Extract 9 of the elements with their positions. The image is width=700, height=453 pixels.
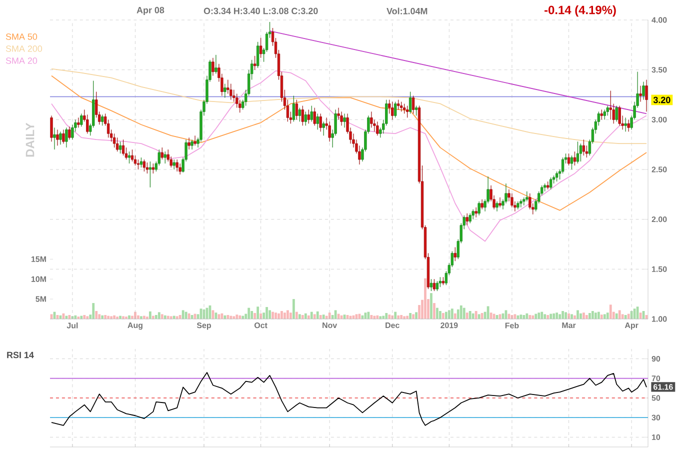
text: -0.14 (4.19%): [544, 5, 616, 17]
text: O:3.34 H:3.40 L:3.08 C:3.20: [204, 8, 318, 14]
text: Apr 08: [136, 6, 164, 16]
text: 3.20: [653, 96, 670, 104]
text: Vol:1.04M: [386, 8, 428, 14]
chart-title: RSI 14: [7, 352, 34, 358]
text: SMA 50: [6, 34, 38, 40]
text: SMA 200: [6, 46, 42, 52]
text: SMA 20: [6, 58, 38, 64]
